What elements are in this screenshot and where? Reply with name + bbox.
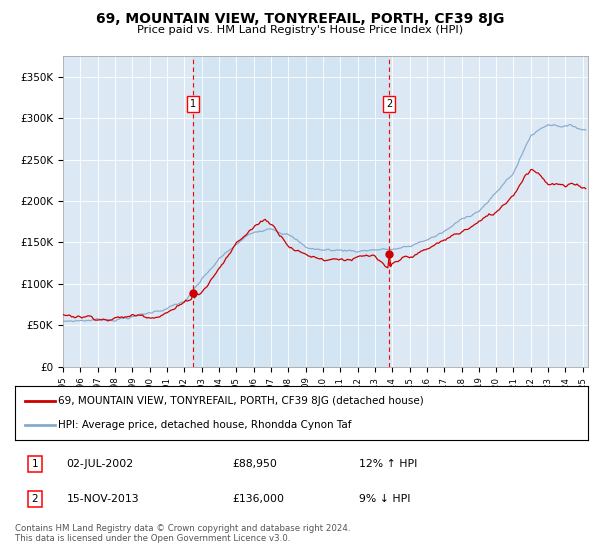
Text: 69, MOUNTAIN VIEW, TONYREFAIL, PORTH, CF39 8JG (detached house): 69, MOUNTAIN VIEW, TONYREFAIL, PORTH, CF…: [58, 396, 424, 406]
Text: Contains HM Land Registry data © Crown copyright and database right 2024.
This d: Contains HM Land Registry data © Crown c…: [15, 524, 350, 543]
Text: £88,950: £88,950: [233, 459, 278, 469]
Text: 12% ↑ HPI: 12% ↑ HPI: [359, 459, 417, 469]
Text: 1: 1: [190, 99, 196, 109]
Text: 9% ↓ HPI: 9% ↓ HPI: [359, 494, 410, 504]
Text: HPI: Average price, detached house, Rhondda Cynon Taf: HPI: Average price, detached house, Rhon…: [58, 420, 352, 430]
Text: 1: 1: [32, 459, 38, 469]
Text: 2: 2: [32, 494, 38, 504]
Text: £136,000: £136,000: [233, 494, 285, 504]
Text: 15-NOV-2013: 15-NOV-2013: [67, 494, 139, 504]
Text: Price paid vs. HM Land Registry's House Price Index (HPI): Price paid vs. HM Land Registry's House …: [137, 25, 463, 35]
Text: 69, MOUNTAIN VIEW, TONYREFAIL, PORTH, CF39 8JG: 69, MOUNTAIN VIEW, TONYREFAIL, PORTH, CF…: [96, 12, 504, 26]
Text: 2: 2: [386, 99, 392, 109]
Text: 02-JUL-2002: 02-JUL-2002: [67, 459, 134, 469]
